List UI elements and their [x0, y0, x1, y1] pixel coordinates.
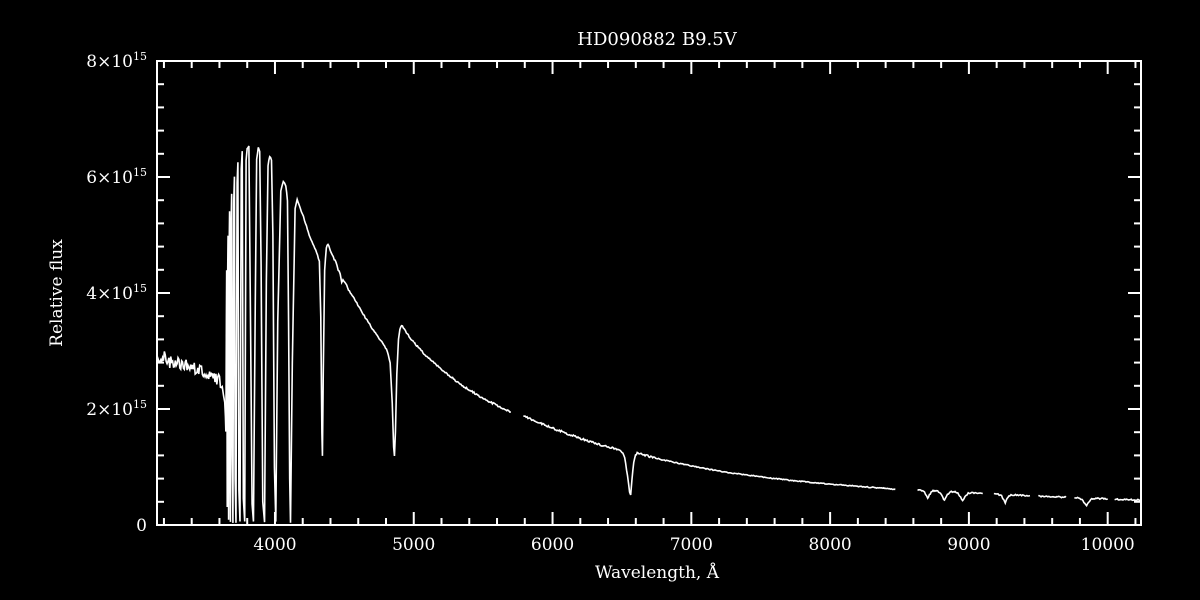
y-axis-tick-labels: 0 2×1015 4×1015 6×1015 8×1015 — [86, 50, 147, 536]
y-tick-label: 8×1015 — [86, 50, 147, 72]
spectrum-segment — [225, 147, 249, 523]
x-axis-title: Wavelength, Å — [595, 562, 720, 583]
x-axis-tick-labels: 4000 5000 6000 7000 8000 9000 10000 — [253, 535, 1134, 555]
y-tick-label: 0 — [136, 516, 147, 536]
page-title: HD090882 B9.5V — [577, 29, 737, 50]
x-tick-label: 8000 — [808, 535, 851, 555]
x-tick-label: 7000 — [670, 535, 713, 555]
spectrum-segment — [247, 145, 332, 523]
spectrum-segment — [156, 351, 227, 432]
y-tick-label: 4×1015 — [86, 282, 147, 304]
x-tick-label: 4000 — [253, 535, 296, 555]
y-axis-ticks — [157, 60, 1141, 526]
spectrum-segment — [1038, 494, 1067, 499]
x-tick-label: 9000 — [947, 535, 990, 555]
spectrum-segment — [413, 341, 512, 413]
spectrum-segment — [917, 489, 983, 502]
spectrum-segment — [993, 492, 1031, 506]
y-tick-label: 2×1015 — [86, 398, 147, 420]
x-axis-ticks — [162, 61, 1137, 525]
spectrum-segment — [663, 458, 896, 491]
spectrum-segment — [329, 250, 415, 457]
spectrum-segment — [523, 415, 664, 496]
spectrum-segment — [1074, 496, 1109, 508]
y-axis-title: Relative flux — [47, 239, 67, 347]
x-tick-label: 6000 — [531, 535, 574, 555]
x-tick-label: 10000 — [1081, 535, 1135, 555]
x-tick-label: 5000 — [392, 535, 435, 555]
spectrum-data-line — [156, 145, 1142, 523]
y-tick-label: 6×1015 — [86, 166, 147, 188]
spectrum-segment — [1114, 497, 1142, 502]
